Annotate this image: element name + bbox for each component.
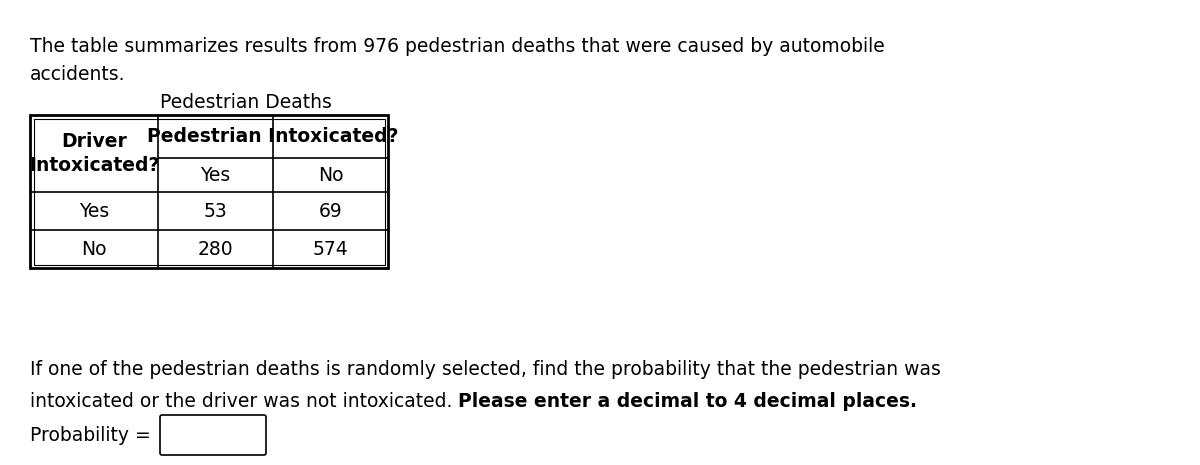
Text: If one of the pedestrian deaths is randomly selected, find the probability that : If one of the pedestrian deaths is rando…	[30, 360, 941, 379]
Bar	[30, 115, 388, 268]
Text: accidents.: accidents.	[30, 65, 126, 84]
FancyBboxPatch shape	[160, 415, 266, 455]
Text: The table summarizes results from 976 pedestrian deaths that were caused by auto: The table summarizes results from 976 pe…	[30, 37, 884, 56]
Text: No: No	[318, 166, 343, 185]
Text: Probability =: Probability =	[30, 425, 151, 445]
Text: Yes: Yes	[79, 201, 109, 220]
Text: Pedestrian Deaths: Pedestrian Deaths	[160, 93, 332, 112]
Text: intoxicated or the driver was not intoxicated.: intoxicated or the driver was not intoxi…	[30, 392, 458, 411]
Text: Pedestrian Intoxicated?: Pedestrian Intoxicated?	[148, 127, 398, 146]
Bar	[34, 119, 384, 265]
Text: Driver
Intoxicated?: Driver Intoxicated?	[29, 132, 160, 175]
Text: 53: 53	[204, 201, 227, 220]
Text: 574: 574	[313, 239, 348, 259]
Text: 280: 280	[198, 239, 233, 259]
Text: No: No	[82, 239, 107, 259]
Text: 69: 69	[319, 201, 342, 220]
Text: Yes: Yes	[200, 166, 230, 185]
Text: Please enter a decimal to 4 decimal places.: Please enter a decimal to 4 decimal plac…	[458, 392, 917, 411]
